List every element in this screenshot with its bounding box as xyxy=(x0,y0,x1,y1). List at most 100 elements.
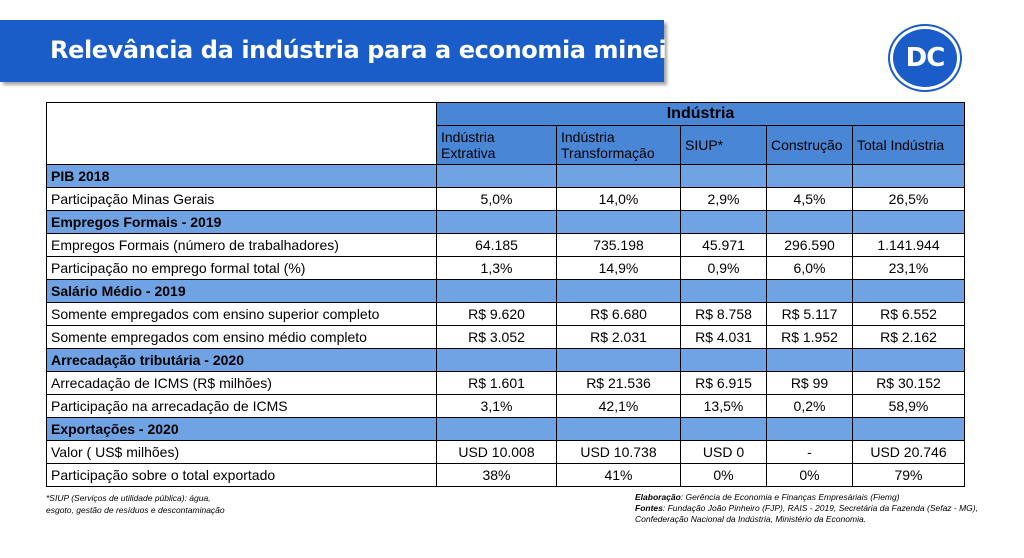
section-title: Exportações - 2020 xyxy=(46,417,437,441)
table-row: Participação sobre o total exportado 38% 4… xyxy=(46,463,965,487)
dc-logo: DC xyxy=(890,26,960,90)
column-header: Indústria Extrativa xyxy=(436,125,557,165)
row-label: Somente empregados com ensino médio comp… xyxy=(46,325,437,349)
value-cell: R$ 1.952 xyxy=(766,325,853,349)
value-cell: 26,5% xyxy=(852,187,965,211)
section-title: Empregos Formais - 2019 xyxy=(46,210,437,234)
row-label: Somente empregados com ensino superior c… xyxy=(46,302,437,326)
column-header-line: Indústria xyxy=(561,129,615,145)
value-cell: 0% xyxy=(766,463,853,487)
column-header-line: Indústria xyxy=(441,129,495,145)
value-cell: 79% xyxy=(852,463,965,487)
value-cell: 3,1% xyxy=(436,394,557,418)
corner-cell xyxy=(46,102,437,165)
column-header: Construção xyxy=(766,125,853,165)
row-label: Empregos Formais (número de trabalhadore… xyxy=(46,233,437,257)
value-cell: 735.198 xyxy=(556,233,681,257)
section-cell xyxy=(680,417,767,441)
column-header-line: SIUP* xyxy=(685,137,724,153)
section-cell xyxy=(436,417,557,441)
sources-text: : Fundação João Pinheiro (FJP), RAIS - 2… xyxy=(662,503,978,513)
section-row: Exportações - 2020 xyxy=(46,417,965,441)
value-cell: R$ 21.536 xyxy=(556,371,681,395)
value-cell: USD 10.738 xyxy=(556,440,681,464)
section-cell xyxy=(680,210,767,234)
page-title: Relevância da indústria para a economia … xyxy=(50,36,694,64)
value-cell: R$ 2.162 xyxy=(852,325,965,349)
value-cell: 14,9% xyxy=(556,256,681,280)
column-header-line: Transformação xyxy=(561,145,655,161)
sources-label: Fontes xyxy=(635,503,663,513)
column-header-line: Total Indústria xyxy=(857,137,945,153)
section-cell xyxy=(436,279,557,303)
section-cell xyxy=(680,279,767,303)
value-cell: 4,5% xyxy=(766,187,853,211)
value-cell: 42,1% xyxy=(556,394,681,418)
section-cell xyxy=(766,348,853,372)
table-row: Somente empregados com ensino médio comp… xyxy=(46,325,965,349)
column-header: Total Indústria xyxy=(852,125,965,165)
table-row: Somente empregados com ensino superior c… xyxy=(46,302,965,326)
section-row: Empregos Formais - 2019 xyxy=(46,210,965,234)
value-cell: R$ 4.031 xyxy=(680,325,767,349)
footnote-line: *SIUP (Serviços de utilidade pública): á… xyxy=(46,493,211,503)
data-table: Indústria Indústria Extrativa Indústria Tra… xyxy=(46,102,965,487)
elaboration-label: Elaboração xyxy=(635,492,681,502)
value-cell: 1.141.944 xyxy=(852,233,965,257)
value-cell: USD 0 xyxy=(680,440,767,464)
section-cell xyxy=(436,164,557,188)
value-cell: R$ 2.031 xyxy=(556,325,681,349)
sources-line: Fontes: Fundação João Pinheiro (FJP), RA… xyxy=(635,503,978,514)
row-label: Participação Minas Gerais xyxy=(46,187,437,211)
value-cell: 38% xyxy=(436,463,557,487)
value-cell: 0,2% xyxy=(766,394,853,418)
section-cell xyxy=(766,210,853,234)
section-row: Salário Médio - 2019 xyxy=(46,279,965,303)
section-cell xyxy=(766,164,853,188)
elaboration-text: : Gerência de Economia e Finanças Empres… xyxy=(680,492,900,502)
value-cell: 23,1% xyxy=(852,256,965,280)
row-label: Arrecadação de ICMS (R$ milhões) xyxy=(46,371,437,395)
section-title: PIB 2018 xyxy=(46,164,437,188)
section-cell xyxy=(852,164,965,188)
section-cell xyxy=(852,279,965,303)
value-cell: 1,3% xyxy=(436,256,557,280)
value-cell: 0% xyxy=(680,463,767,487)
table-row: Participação no emprego formal total (%)… xyxy=(46,256,965,280)
sources-line-2: Confederação Nacional da Indústria, Mini… xyxy=(635,514,867,524)
value-cell: 5,0% xyxy=(436,187,557,211)
section-title: Arrecadação tributária - 2020 xyxy=(46,348,437,372)
value-cell: USD 10.008 xyxy=(436,440,557,464)
row-label: Participação no emprego formal total (%) xyxy=(46,256,437,280)
section-cell xyxy=(556,417,681,441)
section-cell xyxy=(766,279,853,303)
sources-note: Elaboração: Gerência de Economia e Finan… xyxy=(635,492,978,525)
column-header-line: Extrativa xyxy=(441,145,496,161)
section-cell xyxy=(852,210,965,234)
footnote-line: esgoto, gestão de resíduos e descontamin… xyxy=(46,505,225,515)
value-cell: - xyxy=(766,440,853,464)
value-cell: 13,5% xyxy=(680,394,767,418)
value-cell: R$ 30.152 xyxy=(852,371,965,395)
table-row: Arrecadação de ICMS (R$ milhões) R$ 1.601… xyxy=(46,371,965,395)
value-cell: 41% xyxy=(556,463,681,487)
value-cell: R$ 8.758 xyxy=(680,302,767,326)
table-row: Participação na arrecadação de ICMS 3,1% 4… xyxy=(46,394,965,418)
section-cell xyxy=(852,417,965,441)
row-label: Valor ( US$ milhões) xyxy=(46,440,437,464)
value-cell: 64.185 xyxy=(436,233,557,257)
column-header-line: Construção xyxy=(771,137,843,153)
table-row: Empregos Formais (número de trabalhadore… xyxy=(46,233,965,257)
section-title: Salário Médio - 2019 xyxy=(46,279,437,303)
table-row: Valor ( US$ milhões) USD 10.008 USD 10.738… xyxy=(46,440,965,464)
footnote: *SIUP (Serviços de utilidade pública): á… xyxy=(46,492,225,516)
value-cell: R$ 6.680 xyxy=(556,302,681,326)
section-cell xyxy=(556,279,681,303)
value-cell: 0,9% xyxy=(680,256,767,280)
value-cell: R$ 5.117 xyxy=(766,302,853,326)
value-cell: USD 20.746 xyxy=(852,440,965,464)
section-row: Arrecadação tributária - 2020 xyxy=(46,348,965,372)
section-cell xyxy=(436,210,557,234)
row-label: Participação sobre o total exportado xyxy=(46,463,437,487)
value-cell: 14,0% xyxy=(556,187,681,211)
